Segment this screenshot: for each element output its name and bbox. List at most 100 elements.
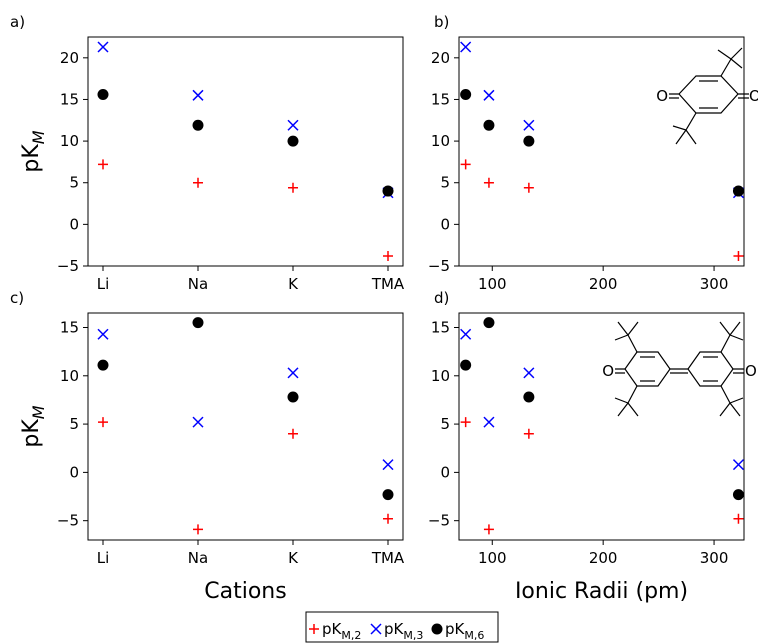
- tbutyl-2: [719, 321, 744, 353]
- y-tick-label: 5: [69, 174, 79, 192]
- y-axis-label-sub: M: [29, 405, 48, 419]
- point-m6: [523, 391, 535, 403]
- x-tick-label: TMA: [371, 549, 405, 567]
- series-m3: [460, 328, 744, 471]
- x-tick-label: 200: [589, 549, 618, 567]
- point-m6: [382, 185, 394, 197]
- point-m6: [287, 391, 299, 403]
- tbutyl-1: [614, 321, 639, 353]
- point-m3: [97, 328, 109, 340]
- y-tick-label: 0: [69, 215, 79, 233]
- tbutyl-bottom: [672, 112, 697, 145]
- y-tick-label: 15: [60, 318, 79, 336]
- x-axis-label: Cations: [204, 579, 286, 604]
- y-tick-label: 0: [69, 463, 79, 481]
- y-tick-label: −5: [428, 512, 450, 530]
- legend-item-m6: pKM,6: [431, 620, 484, 642]
- x-tick-label: Na: [188, 549, 208, 567]
- point-m6: [192, 317, 204, 329]
- point-m6: [287, 135, 299, 147]
- panel-label: d): [434, 289, 449, 307]
- axes-frame: [458, 312, 745, 541]
- panel-label: c): [10, 289, 24, 307]
- y-axis-label-main: pK: [19, 144, 44, 173]
- x-tick-label: 300: [700, 549, 729, 567]
- series-m2: [460, 417, 744, 535]
- y-tick-label: 10: [431, 132, 450, 150]
- point-m3: [483, 89, 495, 101]
- x-tick-label: 100: [478, 549, 507, 567]
- y-tick-label: 0: [440, 215, 450, 233]
- point-m3: [287, 367, 299, 379]
- point-m6: [382, 489, 394, 501]
- point-m6: [97, 359, 109, 371]
- carbonyl-bonds: [615, 368, 744, 374]
- point-m6: [483, 317, 495, 329]
- point-m3: [192, 416, 204, 428]
- point-m2: [523, 182, 534, 193]
- series-m3: [460, 41, 744, 199]
- axes-frame: [458, 36, 745, 267]
- point-m6: [523, 135, 535, 147]
- y-tick-label: 0: [440, 463, 450, 481]
- point-m6: [483, 119, 495, 131]
- series-m3: [97, 328, 394, 471]
- panel-b: b) −5 0 5 10 15 20 100 200 300: [428, 13, 745, 293]
- y-tick-label: 10: [60, 132, 79, 150]
- y-tick-label: −5: [57, 512, 79, 530]
- x-tick-label: Li: [97, 549, 110, 567]
- tbutyl-top: [717, 47, 743, 77]
- y-tick-label: 5: [69, 415, 79, 433]
- point-m2: [483, 177, 494, 188]
- legend-label-main: pK: [445, 620, 466, 638]
- point-m3: [382, 459, 394, 471]
- point-m3: [483, 416, 495, 428]
- x-tick-label: 100: [478, 275, 507, 293]
- tbutyl-4: [719, 385, 744, 417]
- y-tick-label: 15: [431, 90, 450, 108]
- point-m2: [523, 428, 534, 439]
- panel-d: d) −5 0 5 10 15 100 200 300 Ionic Radii (pm): [428, 289, 745, 604]
- point-m2: [288, 428, 298, 439]
- legend-marker-m6: [431, 623, 443, 635]
- oxygen-label: O: [745, 362, 757, 380]
- point-m2: [733, 251, 744, 262]
- legend-marker-m2: [309, 624, 319, 634]
- oxygen-label: O: [749, 87, 758, 105]
- legend-label: pKM,6: [445, 620, 484, 642]
- y-tick-label: −5: [57, 257, 79, 275]
- legend-marker-m3: [370, 623, 382, 635]
- tbutyl-3: [614, 385, 639, 417]
- point-m3: [97, 41, 109, 53]
- y-axis-label-main: pK: [19, 419, 44, 448]
- point-m3: [460, 328, 472, 340]
- point-m3: [732, 459, 744, 471]
- x-tick-label: TMA: [371, 275, 405, 293]
- quinone-double-bonds: [699, 80, 718, 109]
- point-m6: [460, 359, 472, 371]
- x-tick-label: 200: [589, 275, 618, 293]
- ring-double-bonds: [640, 356, 718, 382]
- series-m2: [98, 159, 393, 262]
- x-tick-label: Li: [97, 275, 110, 293]
- y-tick-label: 15: [60, 90, 79, 108]
- point-m6: [460, 88, 472, 100]
- legend-label: pKM,2: [322, 620, 361, 642]
- point-m3: [192, 89, 204, 101]
- series-m6: [460, 88, 744, 197]
- point-m2: [460, 417, 471, 428]
- y-axis-label: pKM: [19, 130, 48, 172]
- panel-c: c) −5 0 5 10 15 Li Na K TMA pKM Cations: [10, 289, 405, 604]
- axes-frame: [87, 36, 404, 267]
- y-tick-label: 15: [431, 318, 450, 336]
- y-tick-label: 5: [440, 174, 450, 192]
- point-m2: [288, 182, 298, 193]
- oxygen-label: O: [602, 362, 614, 380]
- point-m2: [733, 513, 744, 524]
- carbonyl-bonds: [669, 93, 749, 99]
- series-m3: [97, 41, 394, 199]
- series-m6: [97, 88, 394, 197]
- series-m2: [98, 417, 393, 535]
